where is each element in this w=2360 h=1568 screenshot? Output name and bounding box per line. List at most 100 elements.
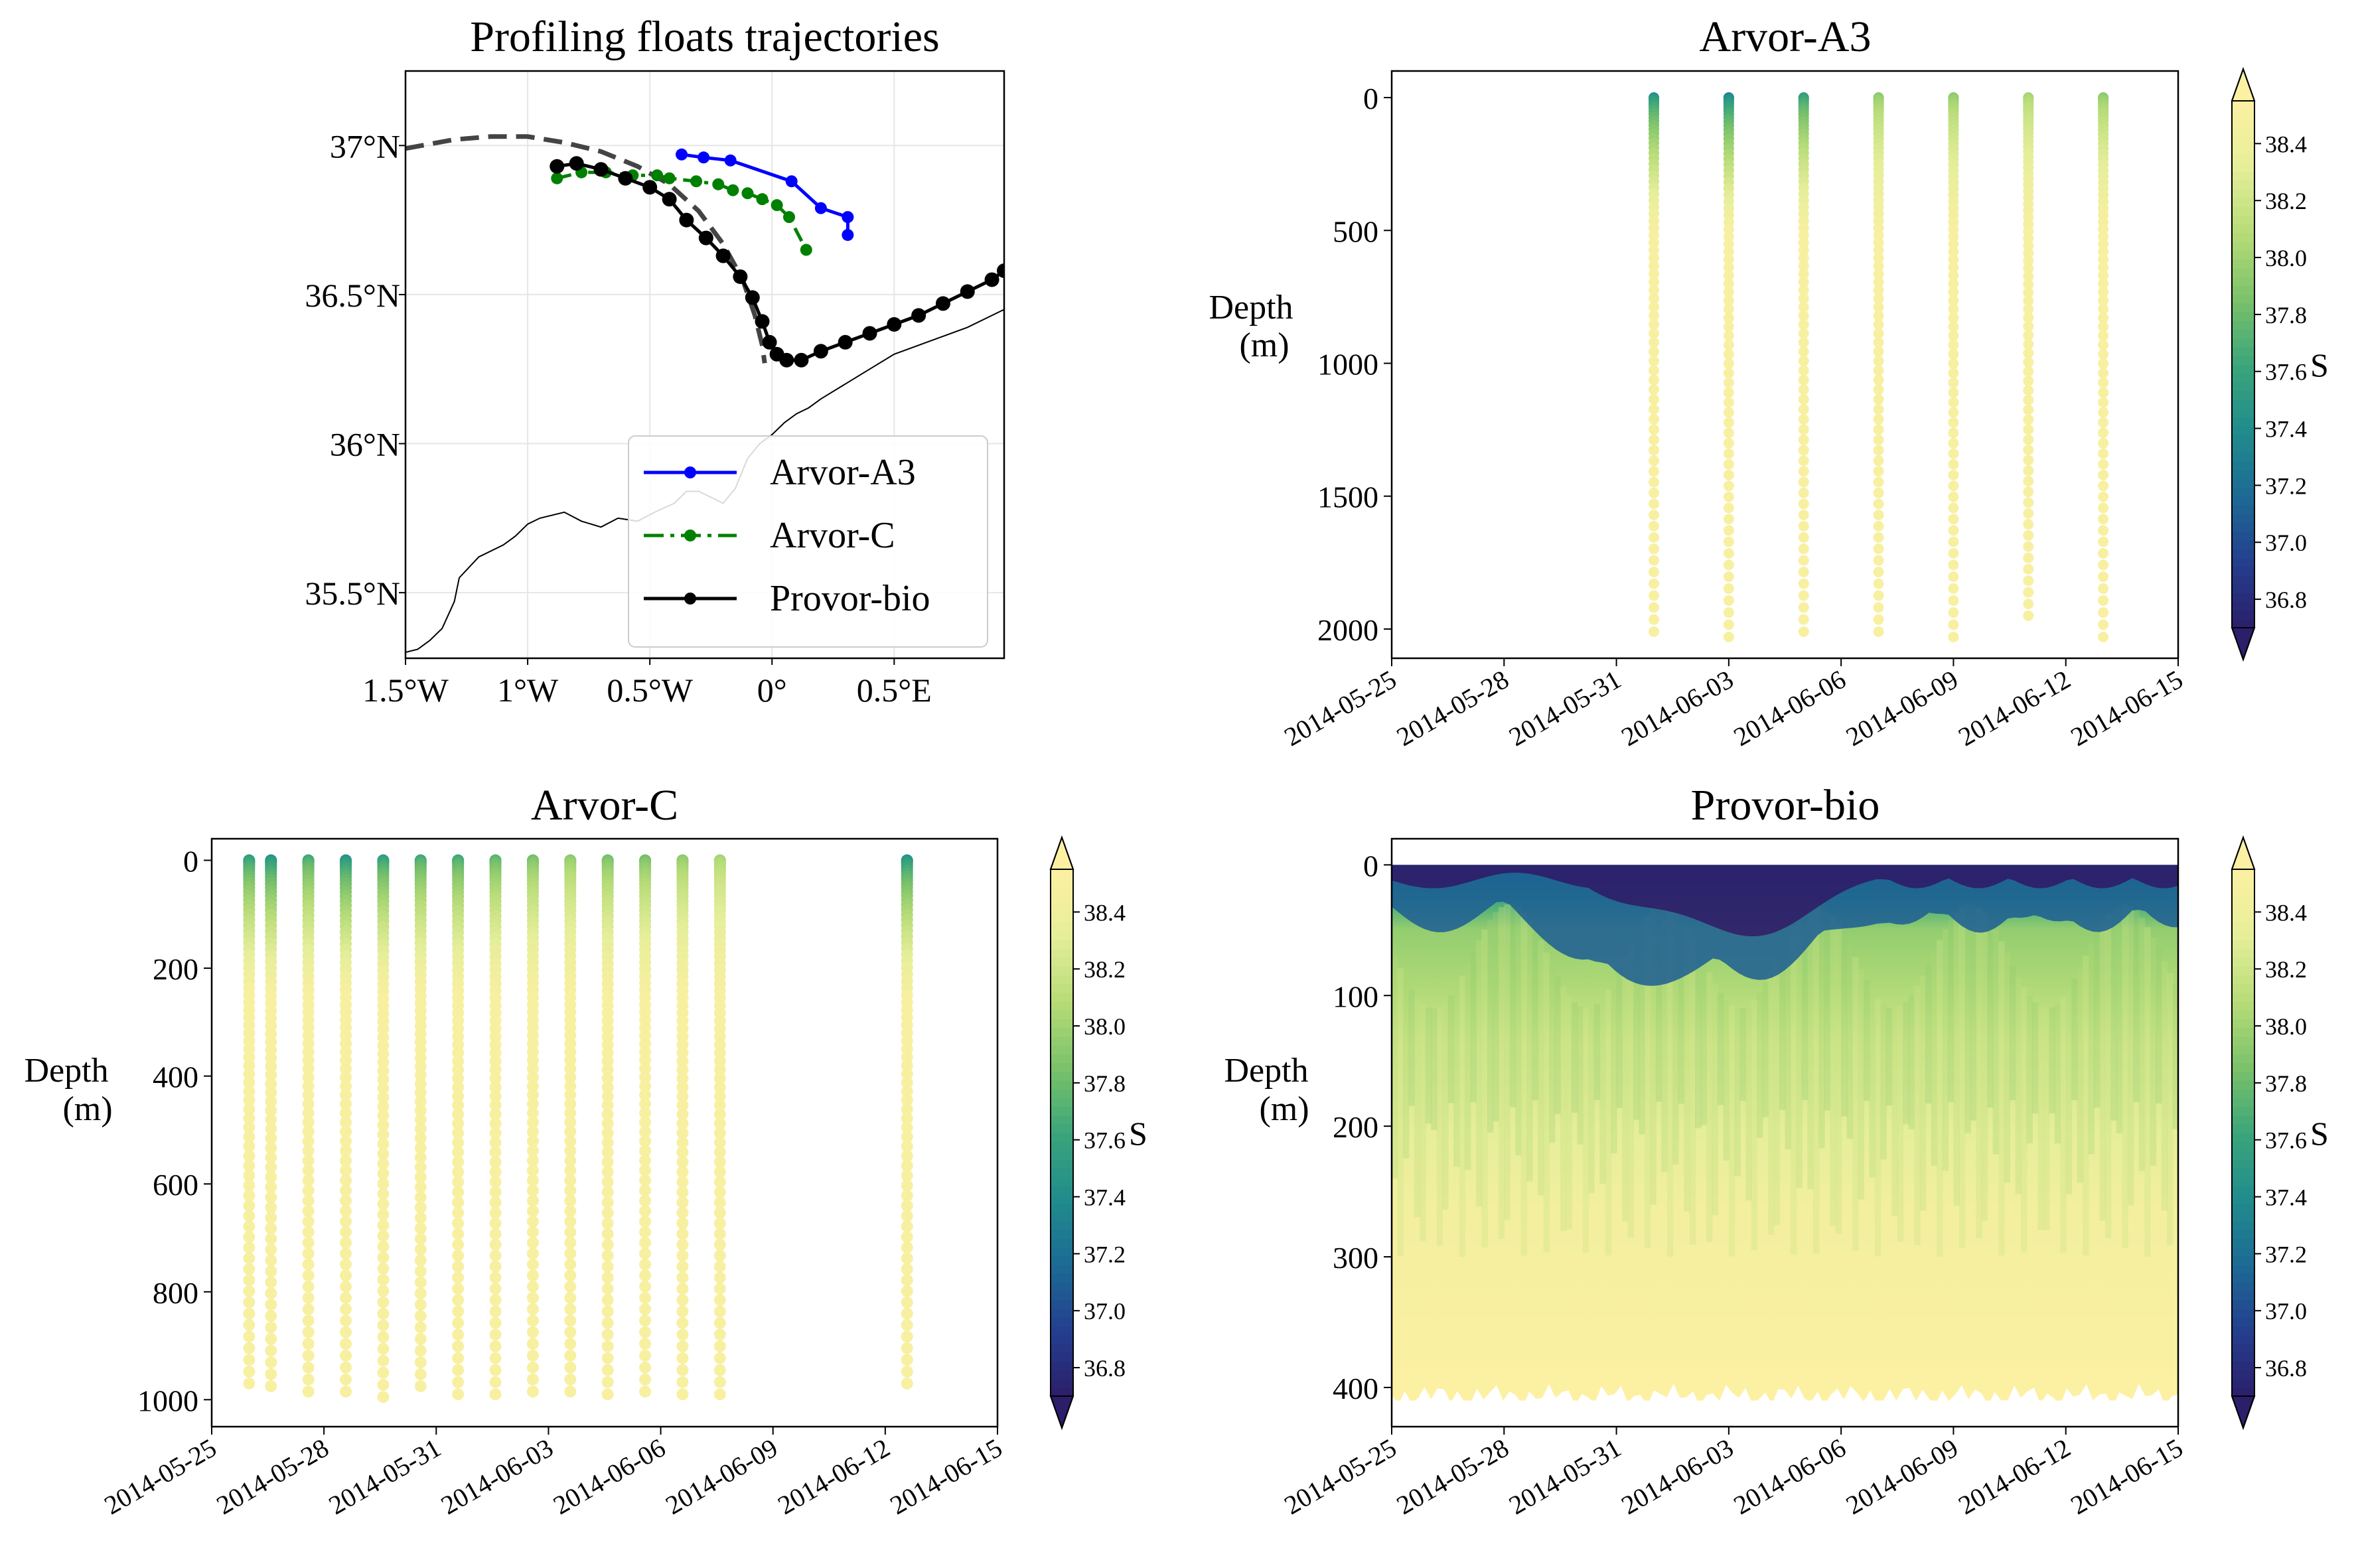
- p4-colorbar-band-21: [2232, 1202, 2254, 1213]
- p3-profile-1-point-69: [265, 1368, 277, 1380]
- p2-profile-1-point-32: [1723, 246, 1734, 257]
- p3-profile-12-point-59: [676, 1260, 689, 1273]
- p4-colorbar-band-34: [2232, 1088, 2254, 1099]
- arvor-a3-x-ticks: 2014-05-252014-05-282014-05-312014-06-03…: [1279, 658, 2188, 752]
- p2-profile-4-point-38: [1948, 295, 1959, 306]
- p3-profile-2-point-59: [302, 1258, 315, 1271]
- provor-bio-heatmap: [1392, 865, 2178, 1427]
- p3-profile-10-point-55: [601, 1217, 614, 1230]
- provor-bio-ylabel-line1: Depth: [1224, 1052, 1308, 1090]
- p2-profile-0-point-32: [1649, 245, 1659, 256]
- p3-profile-9-point-51: [564, 1174, 577, 1186]
- p3-profile-3-point-55: [340, 1215, 352, 1228]
- provor-streak-117: [2049, 1007, 2055, 1113]
- trajectory-point-provor-bio-18: [862, 326, 877, 341]
- p2-profile-5-point-49: [2023, 385, 2034, 396]
- p2-profile-3-point-34: [1873, 260, 1884, 271]
- p3-colorbar-band-24: [1051, 1176, 1073, 1186]
- p3-colorbar-outline: [1050, 835, 1074, 1430]
- p2-profile-1-point-62: [1723, 536, 1734, 547]
- p3-profile-11-point-70: [639, 1386, 652, 1398]
- p3-colorbar-extend-min: [1049, 1395, 1074, 1430]
- p3-colorbar-band-10: [1051, 1299, 1073, 1309]
- map-y-tick-label-0: 35.5°N: [305, 575, 400, 612]
- p2-profile-6-point-60: [2098, 514, 2109, 525]
- p2-profile-5-point-40: [2023, 303, 2034, 315]
- p2-profile-5-point-38: [2023, 287, 2034, 298]
- trajectory-line-arvor-c: [556, 171, 808, 251]
- p3-profile-1-point-49: [265, 1151, 277, 1164]
- provor-bio-frame: [1390, 837, 2179, 1428]
- p2-profile-4-point-34: [1948, 262, 1959, 273]
- map-x-tick-label-4: 0.5°E: [857, 672, 932, 709]
- p3-profile-6-point-68: [452, 1364, 465, 1376]
- p2-colorbar-band-0: [2232, 618, 2254, 628]
- p3-profile-13-point-58: [713, 1249, 726, 1262]
- p3-colorbar-band-41: [1051, 1027, 1073, 1037]
- p3-profile-2-point-66: [302, 1338, 315, 1350]
- p2-profile-5-point-62: [2023, 519, 2034, 530]
- p2-profile-2-point-30: [1798, 230, 1809, 241]
- p3-profile-6-point-39: [452, 1064, 465, 1076]
- p3-colorbar-band-54: [1051, 913, 1073, 923]
- p3-profile-9-point-68: [564, 1361, 577, 1374]
- trajectory-point-arvor-c-11: [771, 199, 783, 212]
- trajectory-point-provor-bio-23: [984, 272, 999, 287]
- p3-profile-3-point-69: [340, 1373, 352, 1386]
- p3-profile-11-point-68: [639, 1361, 652, 1374]
- p3-colorbar-band-22: [1051, 1194, 1073, 1204]
- p2-profile-4-point-59: [1948, 502, 1959, 514]
- p3-profile-10-point-47: [601, 1136, 614, 1149]
- p3-profile-12-point-38: [676, 1055, 689, 1068]
- p2-profile-0-point-38: [1649, 293, 1659, 304]
- p3-colorbar-band-1: [1051, 1378, 1073, 1388]
- p2-profile-4-point-61: [1948, 525, 1959, 536]
- p2-colorbar-band-8: [2232, 548, 2254, 559]
- p3-profile-11-point-52: [639, 1184, 652, 1197]
- trajectory-point-arvor-a3-1: [698, 151, 710, 164]
- provor-streak-43: [1633, 932, 1640, 1120]
- provor-streak-80: [1841, 933, 1848, 1117]
- p3-colorbar-band-32: [1051, 1106, 1073, 1116]
- p2-profile-0-point-30: [1649, 230, 1659, 241]
- legend-box: [628, 435, 988, 648]
- p3-profile-3-point-66: [340, 1338, 352, 1350]
- p2-colorbar-band-12: [2232, 513, 2254, 524]
- p4-colorbar-band-37: [2232, 1062, 2254, 1072]
- p2-profile-2-point-41: [1798, 319, 1809, 330]
- map-y-tick-label-1: 36°N: [330, 426, 400, 463]
- p3-profile-1-point-39: [265, 1060, 277, 1073]
- p3-profile-2-point-51: [302, 1174, 315, 1186]
- p3-profile-7-point-44: [489, 1108, 502, 1121]
- p3-profile-0-point-62: [243, 1285, 256, 1297]
- p2-profile-3-point-33: [1873, 252, 1884, 263]
- p2-profile-3-point-38: [1873, 293, 1884, 304]
- p3-profile-7-point-39: [489, 1064, 502, 1076]
- p3-profile-0-point-60: [243, 1263, 256, 1275]
- p3-profile-1-point-58: [265, 1244, 277, 1256]
- p3-profile-12-point-39: [676, 1064, 689, 1076]
- trajectory-point-provor-bio-5: [662, 192, 677, 207]
- provor-streak-82: [1852, 957, 1859, 1251]
- p3-profile-8-point-40: [526, 1071, 539, 1084]
- arvor-a3-ylabel-line2: (m): [1239, 326, 1289, 364]
- p2-profile-6-point-45: [2098, 358, 2109, 369]
- p2-colorbar-band-50: [2232, 180, 2254, 190]
- trajectory-point-arvor-c-7: [712, 178, 725, 190]
- p2-profile-4-point-31: [1948, 238, 1959, 249]
- p3-profile-14-point-54: [901, 1200, 913, 1212]
- p3-profile-9-point-67: [564, 1349, 577, 1362]
- p3-profile-10-point-50: [601, 1166, 614, 1178]
- provor-streak-47: [1655, 904, 1662, 1102]
- p3-profile-11-point-58: [639, 1247, 652, 1260]
- provor-streak-34: [1582, 1008, 1589, 1253]
- arvor-c-profiles: [243, 854, 913, 1403]
- p3-colorbar-band-56: [1051, 895, 1073, 905]
- p3-profile-5-point-40: [414, 1069, 427, 1082]
- p2-profile-4-point-41: [1948, 321, 1959, 332]
- arvor-c-colorbar: 36.8 37.0 37.2 37.4 37.6 37.8 38.0 38.2 38.4 S: [1049, 835, 1147, 1430]
- p3-profile-7-point-65: [489, 1328, 502, 1341]
- p3-profile-7-point-41: [489, 1081, 502, 1094]
- p4-colorbar-band-45: [2232, 992, 2254, 1002]
- p3-profile-3-point-70: [340, 1386, 352, 1398]
